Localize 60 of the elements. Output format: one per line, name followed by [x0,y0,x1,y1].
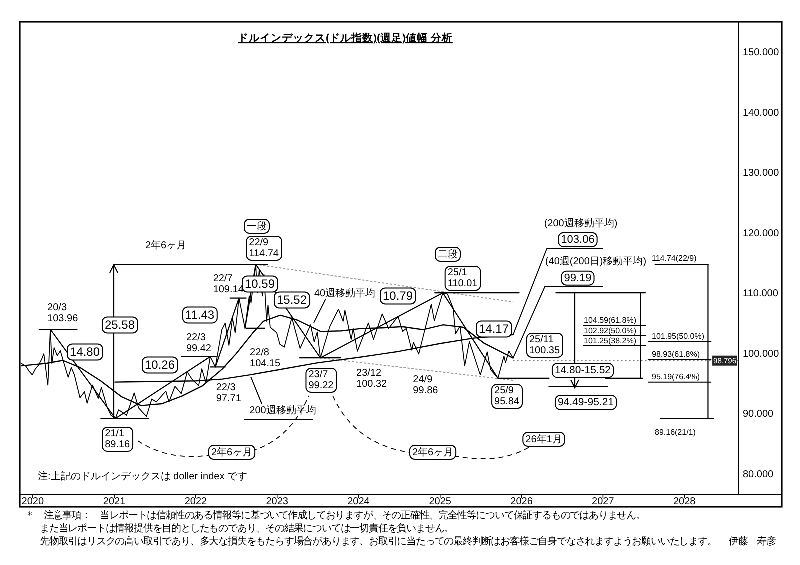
y-tick-label: 130.000 [743,168,780,180]
x-tick-label: 2026 [510,496,534,508]
text: 伊藤 寿彦 [729,536,777,548]
annotation: 14.17 [478,322,510,336]
annotation: 2年6ヶ月 [145,240,187,252]
annotation: 26年1月 [526,434,562,446]
annotation: 89.16(21/1) [655,428,696,437]
annotation: 98.93(61.8%) [652,350,700,360]
annotation: (40週(200日)移動平均) [545,256,647,268]
y-tick-label: 140.000 [743,108,780,119]
annotation: 22/3 97.71 [216,382,242,404]
text: 200週移動平均 [250,404,316,416]
annotation: 14.80-15.52 [554,364,612,377]
annotation: 94.49-95.21 [558,396,614,409]
x-tick-label: 2022 [184,496,208,508]
text: 先物取引はリスクの高い取引であり、多大な損失をもたらす場合があります、お取引に当たっての最終判断はお客様ご自身でなされますようお願いいたします。 [40,536,717,548]
text: ＊ 注意事項： 当レポートは信頼性のある情報等に基づいて作成しておりますが、その正確性、完全性等について保証するものではありません。 [25,510,646,522]
annotation: 22/3 99.42 [186,332,212,354]
y-tick-label: 80.000 [743,469,774,480]
y-tick-label: 90.000 [743,409,774,420]
annotation: 注:上記のドルインデックスは doller index です [38,470,248,482]
annotation: 11.43 [185,308,215,322]
annotation: 95.19(76.4%) [652,372,700,382]
y-tick-label: 110.000 [743,288,779,300]
annotation: 114.74(22/9) [652,254,698,263]
text: また当レポートは情報提供を目的としたものであり、その結果については一切責任を負いません。 [40,522,454,534]
x-tick-label: 2020 [22,496,44,508]
annotation: 10.26 [144,358,176,372]
annotation: 一段 [247,220,267,232]
annotation: 10.59 [244,277,276,292]
annotation: 25.58 [104,318,136,332]
annotation: 二段 [438,248,458,260]
x-tick-label: 2025 [429,496,452,508]
annotation: 10.79 [382,289,414,304]
annotation: 22/7 109.14 [213,274,244,296]
annotation: 103.06 [561,234,595,246]
annotation: 102.92(50.0%) [584,326,637,336]
annotation: 20/3 103.96 [48,302,79,325]
x-tick-label: 2023 [266,496,289,508]
text: ドルインデックス(ドル指数)(週足)値幅 分析 [238,32,453,44]
annotation: 22/8 104.15 [250,347,282,370]
legend-label: 40週移動平均 [314,288,376,300]
annotation: 2年6ヶ月 [412,446,454,458]
x-tick-label: 2021 [103,496,126,508]
annotation: 104.59(61.8%) [584,316,637,326]
y-tick-label: 120.000 [743,228,780,240]
annotation: 23/12 100.32 [356,368,388,390]
annotation: 2年6ヶ月 [211,446,253,458]
y-tick-label: 100.000 [743,348,780,360]
annotation: 99.19 [564,272,592,284]
y-tick-label: 150.000 [743,48,780,59]
x-tick-label: 2024 [348,496,370,508]
annotation: 101.25(38.2%) [584,336,637,346]
x-tick-label: 2027 [592,496,615,508]
annotation: 15.52 [276,293,308,308]
annotation: 24/9 99.86 [413,374,439,397]
annotation: 14.80 [70,345,100,360]
annotation: (200週移動平均) [544,218,618,230]
annotation: 101.95(50.0%) [652,332,705,341]
x-tick-label: 2028 [673,496,696,508]
